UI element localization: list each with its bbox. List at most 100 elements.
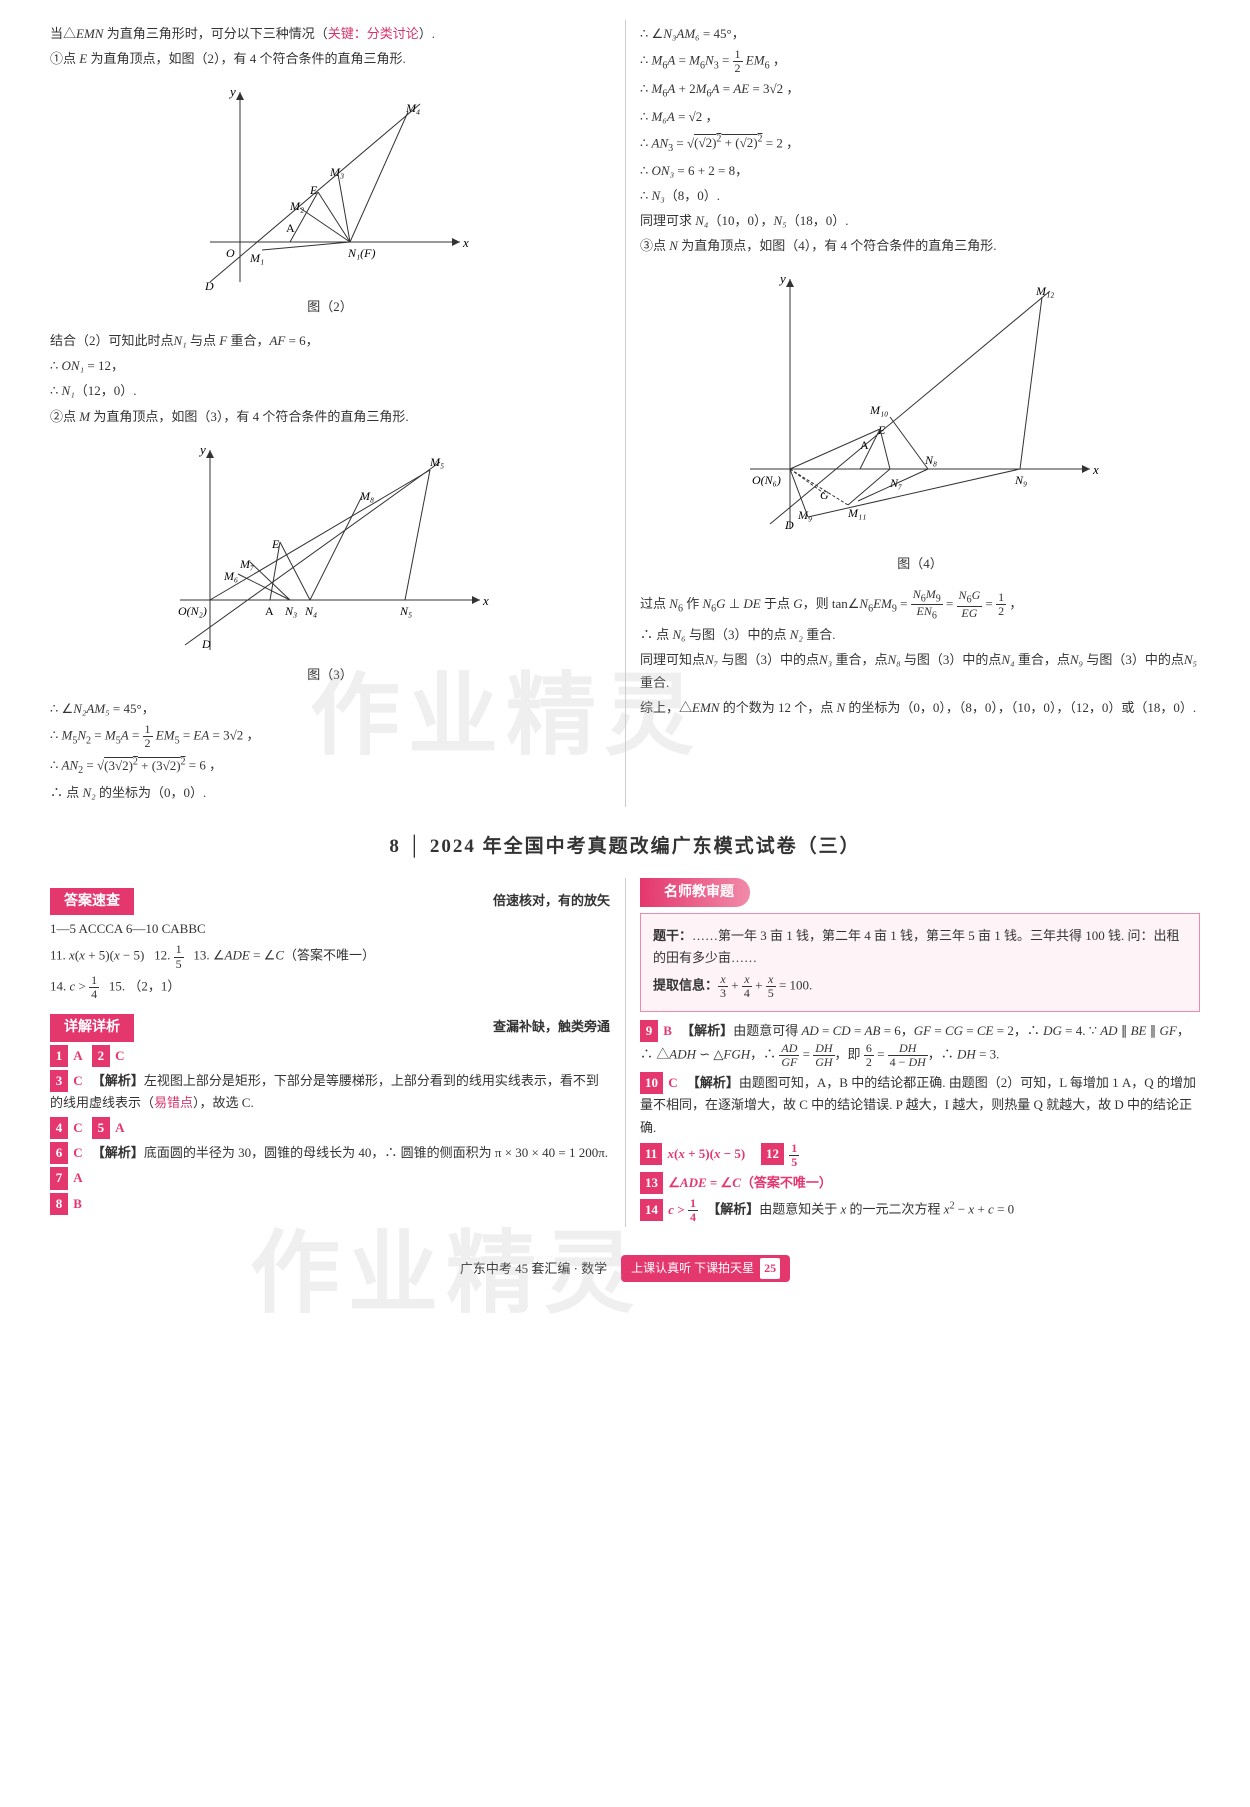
- t: （10，0），: [708, 213, 773, 228]
- svg-text:O(N₆): O(N₆): [752, 473, 781, 487]
- num-4: 4: [50, 1117, 68, 1139]
- figure-4: x y O(N₆) D M₉ G M₁₁ A E M₁₀ M₁₂ N₇ N₈ N…: [640, 269, 1200, 575]
- p-l5: ∴ N₁（12，0）.: [50, 380, 610, 402]
- page-number: 25: [760, 1258, 780, 1278]
- a9: B: [663, 1023, 672, 1038]
- left-column: 当△EMN 为直角三角形时，可分以下三种情况（关键：分类讨论）. ①点 E 为直…: [50, 20, 610, 807]
- svg-text:N₁(F): N₁(F): [347, 246, 376, 260]
- num-3: 3: [50, 1070, 68, 1092]
- t: 当△: [50, 26, 76, 41]
- t: ∴: [50, 383, 62, 398]
- svg-text:N₇: N₇: [889, 476, 902, 490]
- t: 【解析】: [92, 1145, 144, 1160]
- t: 与图（3）中的点: [718, 652, 819, 667]
- svg-text:x: x: [1092, 462, 1099, 477]
- pr-13: 综上，△EMN 的个数为 12 个，点 N 的坐标为（0，0），（8，0），（1…: [640, 697, 1200, 719]
- t: = 12，: [84, 358, 124, 373]
- svg-text:N₄: N₄: [304, 604, 317, 618]
- fig4-label: 图（4）: [640, 553, 1200, 575]
- qc1: 1—5 ACCCA 6—10 CABBC: [50, 918, 610, 940]
- svg-text:N₉: N₉: [1014, 473, 1027, 487]
- p-l7: ∴ ∠N₂AM₅ = 45°，: [50, 698, 610, 720]
- t: ∴: [640, 109, 652, 124]
- t: ON₁: [62, 358, 85, 373]
- t: F: [219, 333, 227, 348]
- p-l3: 结合（2）可知此时点N₁ 与点 F 重合，AF = 6，: [50, 330, 610, 352]
- a8: B: [73, 1196, 82, 1211]
- t: EMN: [76, 26, 103, 41]
- svg-text:N₃: N₃: [284, 604, 297, 618]
- p-case1: ①点 E 为直角顶点，如图（2），有 4 个符合条件的直角三角形.: [50, 48, 610, 70]
- num-13: 13: [640, 1172, 663, 1194]
- t: ∴ 点: [50, 785, 83, 800]
- a5: A: [115, 1120, 124, 1135]
- a2: C: [115, 1048, 124, 1063]
- t: N: [836, 700, 845, 715]
- t: = 45°，: [700, 26, 745, 41]
- t: 重合，: [227, 333, 269, 348]
- t: 综上，△: [640, 700, 692, 715]
- t: 的坐标为（0，0），（8，0），（10，0），（12，0）或（18，0）.: [845, 700, 1196, 715]
- q11q12: 11 x(x + 5)(x − 5) 12 15: [640, 1142, 1200, 1169]
- t: 【解析】: [681, 1023, 733, 1038]
- page-footer: 广东中考 45 套汇编 · 数学 上课认真听 下课拍天星 25: [50, 1255, 1200, 1281]
- svg-text:O(N₂): O(N₂): [178, 604, 207, 618]
- a3: C: [73, 1073, 82, 1088]
- q7: 7 A: [50, 1167, 610, 1189]
- t: N₈: [887, 652, 900, 667]
- t: N: [669, 238, 678, 253]
- t: 为直角三角形时，可分以下三种情况（: [103, 26, 327, 41]
- t: 的个数为 12 个，点: [719, 700, 836, 715]
- footer-badge: 上课认真听 下课拍天星 25: [621, 1255, 790, 1281]
- t: = 6，: [285, 333, 318, 348]
- t: = 6 + 2 = 8，: [674, 163, 748, 178]
- t: EMN: [692, 700, 719, 715]
- pr-12: 同理可知点N₇ 与图（3）中的点N₃ 重合，点N₈ 与图（3）中的点N₄ 重合，…: [640, 649, 1200, 693]
- t: 结合（2）可知此时点: [50, 333, 174, 348]
- t: N₁: [174, 333, 187, 348]
- num-10: 10: [640, 1072, 663, 1094]
- p-intro: 当△EMN 为直角三角形时，可分以下三种情况（关键：分类讨论）.: [50, 23, 610, 45]
- svg-text:x: x: [462, 235, 469, 250]
- fig3-label: 图（3）: [50, 664, 610, 686]
- svg-text:M₉: M₉: [797, 508, 812, 522]
- detail-header: 详解详析: [50, 1014, 134, 1042]
- t: ∴: [640, 163, 652, 178]
- num-5: 5: [92, 1117, 110, 1139]
- t: N₁: [62, 383, 75, 398]
- q4q5: 4 C 5 A: [50, 1117, 610, 1139]
- footer-text: 广东中考 45 套汇编 · 数学: [460, 1258, 607, 1280]
- p-l8: ∴ M5N2 = M5A = 12 EM5 = EA = 3√2 ，: [50, 723, 610, 750]
- t: ①点: [50, 51, 79, 66]
- num-6: 6: [50, 1142, 68, 1164]
- pr-3: ∴ M6A + 2M6A = AE = 3√2 ，: [640, 78, 1200, 103]
- t: 与图（3）中的点: [686, 627, 790, 642]
- num-2: 2: [92, 1045, 110, 1067]
- top-two-column: 作业精灵 当△EMN 为直角三角形时，可分以下三种情况（关键：分类讨论）. ①点…: [50, 20, 1200, 807]
- t: AF: [269, 333, 285, 348]
- p-l10: ∴ 点 N₂ 的坐标为（0，0）.: [50, 782, 610, 804]
- t: M: [79, 409, 90, 424]
- t: 【解析】: [687, 1075, 739, 1090]
- q14: 14 c > 14 【解析】由题意知关于 x 的一元二次方程 x2 − x + …: [640, 1197, 1200, 1224]
- bottom-two-column: 作业精灵 答案速查 倍速核对，有的放矢 1—5 ACCCA 6—10 CABBC…: [50, 878, 1200, 1228]
- num-12: 12: [761, 1143, 784, 1165]
- t: 与点: [187, 333, 220, 348]
- t: N₄: [1001, 652, 1014, 667]
- t: ∴ ∠: [50, 701, 73, 716]
- t: 为直角顶点，如图（3），有 4 个符合条件的直角三角形.: [90, 409, 409, 424]
- teacher-header: 名师教审题: [640, 878, 750, 908]
- t: N₃: [819, 652, 832, 667]
- t: 【解析】: [707, 1202, 759, 1217]
- svg-text:A: A: [860, 438, 869, 452]
- svg-text:y: y: [778, 271, 786, 286]
- bottom-left: 答案速查 倍速核对，有的放矢 1—5 ACCCA 6—10 CABBC 11. …: [50, 878, 610, 1228]
- t: ③点: [640, 238, 669, 253]
- qc3: 14. c > 14 15. （2，1）: [50, 974, 610, 1001]
- t: 重合，点: [1015, 652, 1070, 667]
- pr-5: ∴ AN3 = √(√2)2 + (√2)2 = 2 ，: [640, 131, 1200, 157]
- answer-quick-header: 答案速查: [50, 888, 134, 916]
- num-8: 8: [50, 1193, 68, 1215]
- t: N₅: [1184, 652, 1197, 667]
- t: N₃: [652, 188, 665, 203]
